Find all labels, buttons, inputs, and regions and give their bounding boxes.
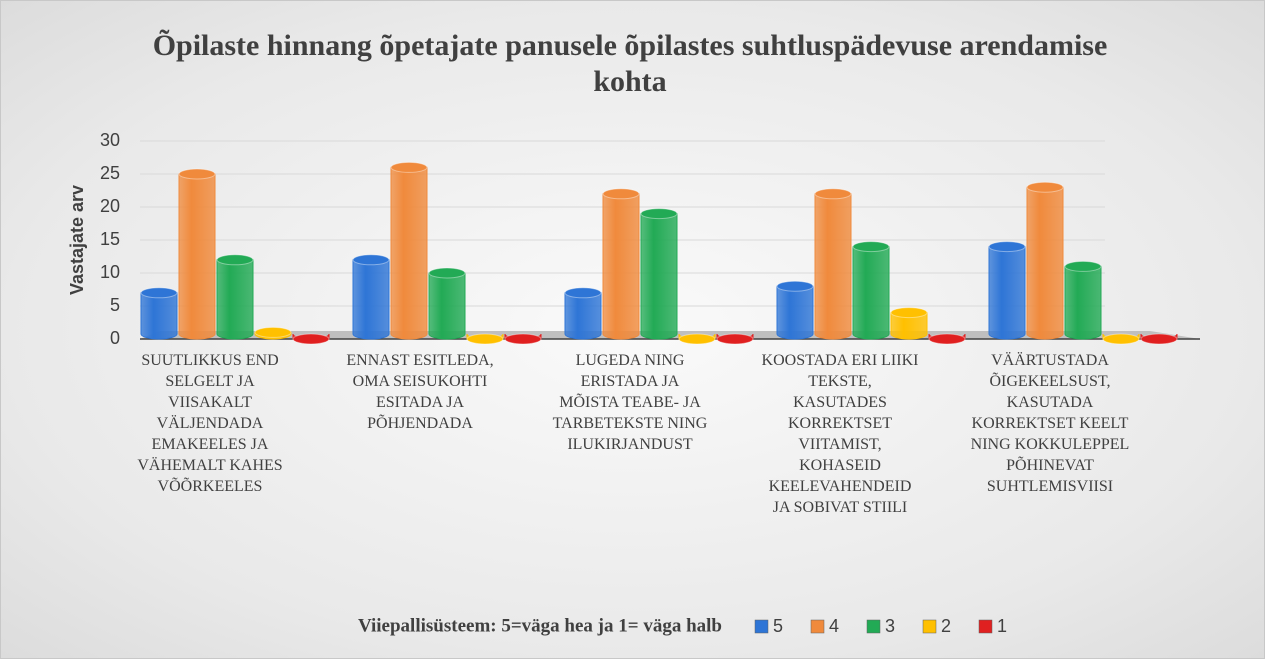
bar-top — [678, 333, 716, 345]
bar-top — [140, 287, 178, 299]
y-tick-label: 0 — [110, 328, 120, 348]
legend-label: 5 — [773, 616, 783, 636]
bar — [1026, 186, 1064, 340]
bar — [390, 166, 428, 340]
legend-label: 2 — [941, 616, 951, 636]
bar-top — [178, 168, 216, 180]
bar — [428, 272, 466, 340]
bar — [564, 292, 602, 340]
bar-top — [1064, 260, 1102, 272]
bar-top — [216, 254, 254, 266]
bar-top — [1026, 181, 1064, 193]
bar-top — [428, 267, 466, 279]
bar — [216, 259, 254, 340]
x-tick-label: Väärtustada õigekeelsust, kasutada korre… — [970, 352, 1130, 495]
y-tick-label: 25 — [100, 163, 120, 183]
y-tick-label: 15 — [100, 229, 120, 249]
bar-top — [1140, 333, 1178, 345]
bar-top — [292, 333, 330, 345]
chart-title: Õpilaste hinnang õpetajate panusele õpil… — [152, 29, 1108, 98]
bar — [890, 312, 928, 340]
legend-title: Viiepallisüsteem: 5=väga hea ja 1= väga … — [358, 615, 722, 636]
legend-swatch — [922, 619, 937, 634]
bar-top — [852, 241, 890, 253]
bar — [1064, 265, 1102, 340]
bar-top — [928, 333, 966, 345]
y-tick-label: 30 — [100, 130, 120, 150]
legend-label: 4 — [829, 616, 839, 636]
legend-swatch — [978, 619, 993, 634]
legend-swatch — [866, 619, 881, 634]
bar — [852, 246, 890, 340]
bar-top — [390, 161, 428, 173]
bar-top — [254, 326, 292, 338]
bar-top — [776, 280, 814, 292]
x-tick-label: Koostada eri liiki tekste, kasutades kor… — [761, 352, 919, 516]
bar — [988, 246, 1026, 340]
bar — [814, 193, 852, 340]
legend-swatch — [810, 619, 825, 634]
bar-top — [466, 333, 504, 345]
bar — [178, 173, 216, 340]
bar — [352, 259, 390, 340]
bar-top — [814, 188, 852, 200]
y-tick-label: 10 — [100, 262, 120, 282]
y-axis-label: Vastajate arv — [67, 185, 87, 295]
bar — [602, 193, 640, 340]
bar-top — [564, 287, 602, 299]
bar-top — [890, 307, 928, 319]
x-tick-label: Suutlikkus end selgelt ja viisakalt välj… — [137, 352, 283, 495]
bar-top — [640, 208, 678, 220]
bar — [776, 285, 814, 340]
bar — [140, 292, 178, 340]
y-tick-label: 5 — [110, 295, 120, 315]
legend-label: 3 — [885, 616, 895, 636]
bar-top — [1102, 333, 1140, 345]
legend-swatch — [754, 619, 769, 634]
y-tick-label: 20 — [100, 196, 120, 216]
legend-label: 1 — [997, 616, 1007, 636]
x-tick-label: Lugeda ning eristada ja mõista teabe- ja… — [552, 352, 708, 453]
x-tick-label: Ennast esitleda, oma seisukohti esitada … — [346, 352, 494, 432]
bar-top — [602, 188, 640, 200]
bar-top — [988, 241, 1026, 253]
bar — [640, 213, 678, 340]
bar-top — [716, 333, 754, 345]
bar-top — [352, 254, 390, 266]
bar-top — [504, 333, 542, 345]
